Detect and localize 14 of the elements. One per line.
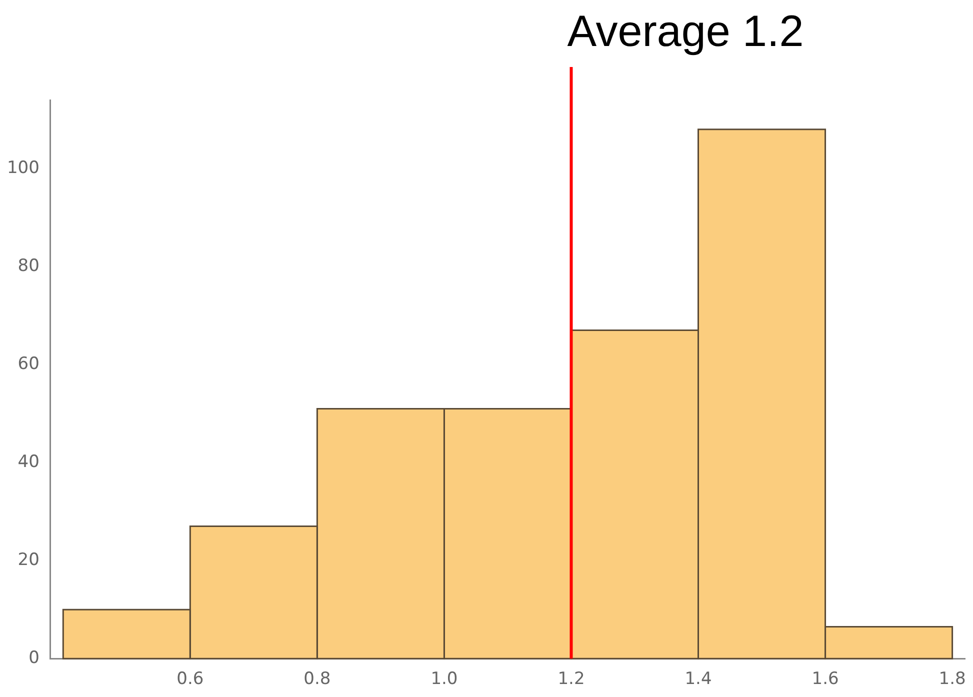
- y-tick-label: 40: [18, 452, 40, 472]
- y-tick-label: 80: [18, 256, 40, 276]
- x-tick-label: 1.6: [812, 669, 839, 690]
- x-tick-label: 1.2: [558, 669, 585, 690]
- x-tick-label: 0.8: [304, 669, 331, 690]
- y-tick-label: 100: [6, 158, 40, 178]
- y-tick-label: 0: [28, 648, 40, 668]
- y-tick-label: 60: [18, 354, 40, 374]
- x-tick-label: 1.8: [938, 669, 966, 690]
- x-tick-label: 1.0: [430, 669, 458, 690]
- y-tick-label: 20: [18, 550, 40, 570]
- ref-line-label: Average 1.2: [567, 7, 804, 56]
- x-tick-label: 0.6: [176, 669, 204, 690]
- x-tick-label: 1.4: [684, 669, 712, 690]
